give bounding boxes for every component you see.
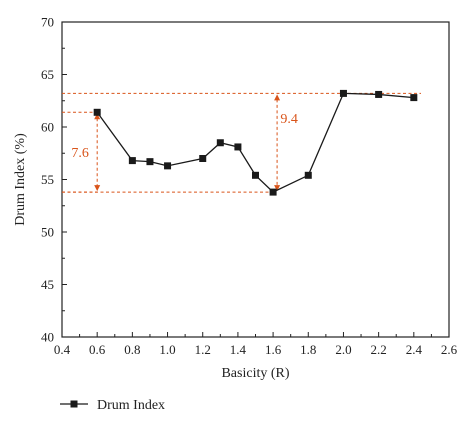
annotation-arrow-head-down (94, 185, 101, 192)
x-tick-label: 1.6 (265, 342, 282, 357)
annotation-arrow-head-up (94, 113, 101, 120)
x-tick-label: 0.8 (124, 342, 140, 357)
y-tick-label: 45 (41, 277, 54, 292)
data-point-marker (146, 158, 154, 166)
data-point-marker (304, 171, 312, 179)
axes-group: 0.4 0.6 0.8 1.0 1.2 1.4 1.6 1.8 2.0 2.2 2.4 2.6 40 45… (41, 15, 458, 358)
x-tick-label: 1.2 (195, 342, 211, 357)
data-point-marker (199, 155, 207, 162)
x-tick-label: 0.4 (54, 342, 71, 357)
y-tick-label: 60 (41, 120, 54, 135)
data-point-marker (128, 157, 136, 165)
y-tick-label: 55 (41, 172, 54, 187)
data-point-marker (269, 188, 277, 196)
x-tick-label: 2.2 (371, 342, 387, 357)
y-axis-title: Drum Index (%) (13, 133, 28, 226)
annotations-group: 7.6 9.4 (62, 92, 421, 193)
series-group (93, 89, 418, 196)
data-point-marker (216, 139, 224, 147)
y-tick-label: 40 (41, 330, 54, 345)
data-point-marker (252, 171, 259, 179)
x-tick-label: 0.6 (89, 342, 106, 357)
legend-marker-swatch (70, 400, 78, 408)
legend: Drum Index (60, 398, 165, 413)
annotation-arrow-head-up (274, 94, 281, 101)
y-tick-label: 70 (41, 15, 54, 30)
plot-frame (61, 21, 450, 338)
data-point-marker (375, 90, 383, 98)
data-point-marker (410, 94, 418, 102)
data-point-marker (234, 143, 242, 151)
y-tick-label: 65 (41, 67, 54, 82)
y-tick-label: 50 (41, 225, 54, 240)
x-axis-title: Basicity (R) (221, 366, 289, 381)
annotation-label: 7.6 (71, 146, 89, 161)
annotation-label: 9.4 (280, 112, 298, 127)
x-tick-label: 2.6 (441, 342, 458, 357)
x-tick-label: 1.0 (159, 342, 175, 357)
data-point-marker (164, 162, 172, 170)
x-tick-label: 2.4 (406, 342, 423, 357)
data-point-marker (339, 89, 347, 97)
data-point-marker (93, 108, 101, 116)
x-tick-label: 1.8 (300, 342, 316, 357)
annotation-arrow-head-down (274, 185, 281, 192)
x-tick-label: 2.0 (335, 342, 351, 357)
x-tick-label: 1.4 (230, 342, 247, 357)
legend-label: Drum Index (97, 398, 165, 413)
